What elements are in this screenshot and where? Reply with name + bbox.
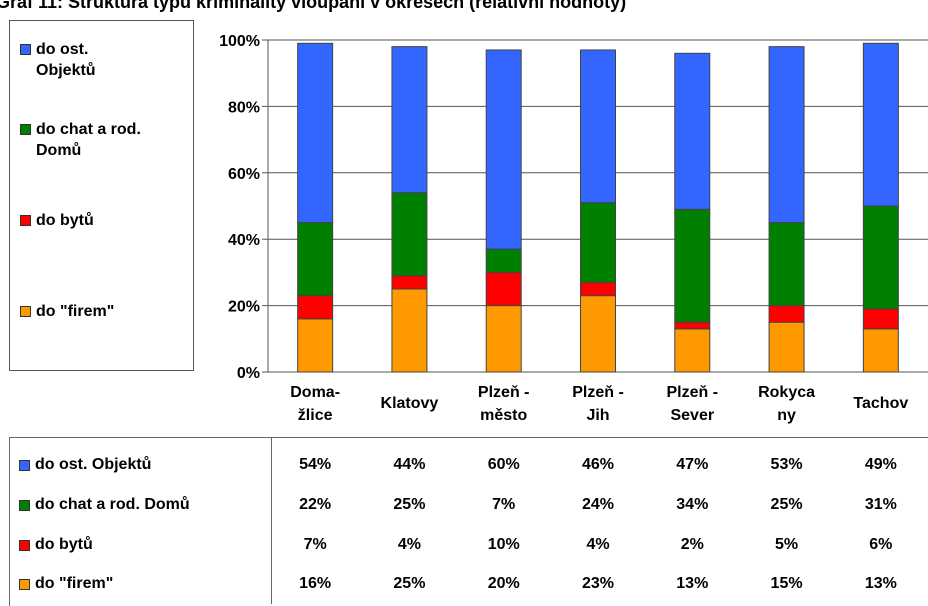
bar-segment (297, 222, 334, 297)
bar-segment (485, 49, 522, 250)
table-cell: 10% (487, 536, 520, 553)
legend-swatch (20, 215, 31, 226)
bar-segment (768, 46, 805, 224)
table-row-text: do bytů (35, 536, 93, 553)
table-row-label: do "firem" (19, 574, 113, 594)
y-tick-label: 0% (237, 365, 260, 382)
bar-segment (580, 202, 616, 283)
table-cell: 16% (299, 575, 332, 592)
legend-item: do chat a rod. Domů (20, 119, 141, 161)
table-cell: 2% (680, 536, 704, 553)
x-tick-label: Plzeň - Sever (666, 384, 719, 424)
table-cell: 24% (581, 496, 615, 513)
legend-item: do ost. Objektů (20, 39, 96, 81)
table-cell: 13% (864, 575, 897, 592)
table-cell: 46% (581, 456, 615, 473)
bar-segment (674, 208, 711, 323)
bar-segment (768, 222, 805, 307)
table-cell: 6% (869, 536, 893, 553)
table-cell: 7% (303, 536, 327, 553)
y-tick-label: 100% (219, 33, 260, 50)
data-table (9, 437, 928, 606)
table-row-text: do "firem" (35, 575, 114, 592)
bar-segment (768, 305, 805, 323)
bar-segment (580, 281, 616, 297)
x-tick-label: Plzeň - Jih (572, 384, 624, 424)
table-cell: 53% (770, 456, 803, 473)
table-cell: 23% (581, 575, 615, 592)
table-cell: 4% (397, 536, 421, 553)
bar-segment (862, 308, 899, 330)
bar-segment (485, 305, 522, 373)
x-tick-label: Klatovy (380, 395, 439, 412)
table-cell: 34% (676, 496, 709, 513)
table-row-text: do ost. Objektů (35, 456, 152, 473)
table-cell: 25% (393, 496, 426, 513)
chart: 0% 20% 40% 60% 80% 100% (219, 33, 928, 382)
legend-label: do bytů (36, 212, 94, 229)
bar-segment (768, 321, 805, 373)
bar-segment (391, 46, 428, 194)
y-tick-label: 20% (228, 299, 260, 316)
x-tick-label: Doma- žlice (290, 384, 341, 424)
bar-segment (297, 42, 334, 224)
table-cell: 20% (487, 575, 520, 592)
table-cell: 60% (487, 456, 520, 473)
table-cell: 5% (775, 536, 799, 553)
table-cell: 31% (864, 496, 897, 513)
legend-swatch (19, 539, 30, 551)
legend-item: do "firem" (20, 301, 114, 322)
bar-segment (485, 271, 522, 307)
x-tick-label: Plzeň - město (477, 384, 530, 424)
legend-swatch (19, 459, 30, 471)
legend-swatch (19, 499, 30, 511)
bar-segment (674, 52, 711, 210)
table-cell: 44% (393, 456, 426, 473)
x-tick-label: Tachov (853, 395, 909, 412)
bar-segment (297, 295, 334, 320)
bar-segment (862, 328, 899, 373)
table-row-text: do chat a rod. Domů (35, 496, 190, 513)
bar-segment (674, 321, 711, 330)
legend-swatch (20, 306, 31, 317)
table-cell: 15% (770, 575, 803, 592)
y-tick-label: 40% (228, 232, 260, 249)
legend-label: do "firem" (36, 303, 115, 320)
chart-title: Graf 11: Struktura typů kriminality vlou… (0, 0, 627, 12)
legend-item: do bytů (20, 210, 94, 231)
bar-segment (297, 318, 334, 373)
bar-segment (862, 42, 899, 207)
legend-swatch (20, 44, 31, 55)
bar-segment (391, 275, 428, 290)
table-row-label: do bytů (19, 535, 93, 555)
table-cell: 13% (676, 575, 709, 592)
legend-swatch (19, 578, 30, 590)
table-cell: 25% (393, 575, 426, 592)
table-cell: 22% (299, 496, 332, 513)
x-tick-label: Rokyca ny (758, 384, 816, 424)
table-cell: 4% (586, 536, 610, 553)
bar-segment (862, 205, 899, 310)
table-cell: 7% (492, 496, 516, 513)
table-cell: 47% (676, 456, 709, 473)
legend: do ost. Objektů do chat a rod. Domů do byt… (9, 20, 194, 371)
table-cell: 25% (770, 496, 803, 513)
y-tick-label: 60% (228, 166, 260, 183)
table-row-label: do chat a rod. Domů (19, 495, 190, 515)
legend-swatch (20, 124, 31, 135)
bar-segment (391, 288, 428, 373)
bar-segment (391, 192, 428, 277)
bar-segment (580, 295, 616, 373)
y-tick-label: 80% (228, 99, 260, 116)
bar-segment (485, 248, 522, 273)
table-cell: 54% (299, 456, 332, 473)
table-cell: 49% (864, 456, 897, 473)
table-divider (271, 437, 272, 604)
bar-segment (674, 328, 711, 373)
table-row-label: do ost. Objektů (19, 455, 151, 475)
legend-label: do ost. Objektů (36, 41, 96, 79)
legend-label: do chat a rod. Domů (36, 121, 141, 159)
bar-segment (580, 49, 616, 204)
